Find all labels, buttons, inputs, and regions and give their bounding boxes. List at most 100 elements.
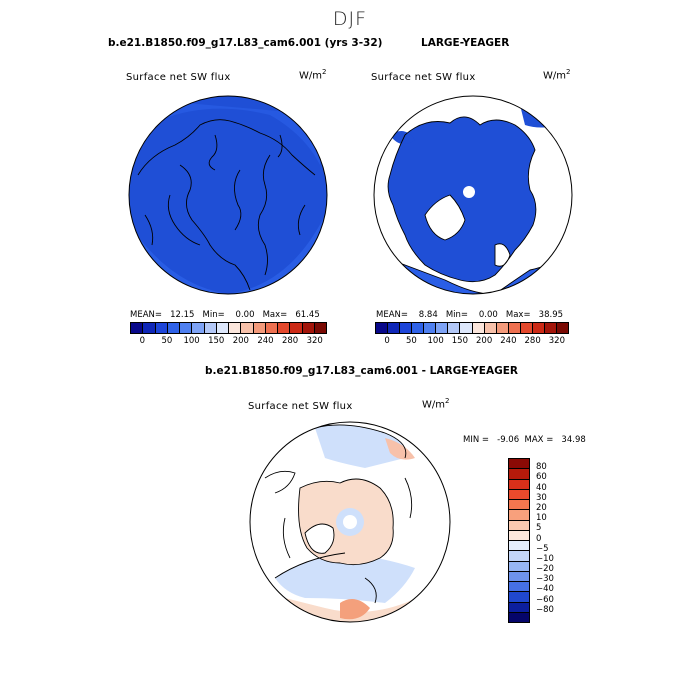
colorbar-tick-label: −20	[536, 564, 554, 575]
colorbar-swatch	[556, 323, 568, 333]
colorbar-swatch	[509, 489, 529, 500]
panel-a-field-label: Surface net SW flux	[126, 72, 231, 83]
panel-diff-pole-hole	[343, 515, 357, 529]
colorbar-swatch	[314, 323, 326, 333]
panel-a-coastlines	[137, 119, 316, 291]
colorbar-tick-label: −80	[536, 604, 554, 615]
panel-diff-title: b.e21.B1850.f09_g17.L83_cam6.001 - LARGE…	[205, 365, 518, 377]
colorbar-swatch	[509, 582, 529, 593]
colorbar-swatch	[509, 510, 529, 521]
colorbar-swatch	[229, 323, 242, 333]
colorbar-swatch	[216, 323, 229, 333]
colorbar-tick-label: 200	[476, 336, 493, 346]
colorbar-swatch	[167, 323, 180, 333]
colorbar-swatch	[509, 561, 529, 572]
colorbar-swatch	[509, 479, 529, 490]
panel-a-colorbar: 0 50 100 150 200 240 280 320	[130, 322, 327, 346]
colorbar-tick-label: 150	[451, 336, 468, 346]
colorbar-tick-label: 80	[536, 462, 547, 473]
panel-a-title: b.e21.B1850.f09_g17.L83_cam6.001 (yrs 3-…	[108, 37, 383, 49]
panel-diff-stats: MIN = -9.06 MAX = 34.98	[463, 435, 586, 445]
colorbar-swatch	[509, 459, 529, 470]
colorbar-swatch	[376, 323, 389, 333]
colorbar-tick-label: 240	[500, 336, 517, 346]
colorbar-swatch	[400, 323, 413, 333]
colorbar-swatch	[388, 323, 401, 333]
colorbar-swatch	[265, 323, 278, 333]
colorbar-swatch	[460, 323, 473, 333]
colorbar-swatch	[508, 323, 521, 333]
panel-b-polar-map	[373, 95, 573, 295]
colorbar-swatch	[241, 323, 254, 333]
panel-b-pole-hole	[463, 186, 475, 198]
colorbar-swatch	[143, 323, 156, 333]
colorbar-swatch	[253, 323, 266, 333]
colorbar-tick-label: 30	[536, 492, 547, 503]
colorbar-swatch	[448, 323, 461, 333]
colorbar-tick-label: 0	[536, 533, 542, 544]
colorbar-swatch	[424, 323, 437, 333]
colorbar-swatch	[302, 323, 315, 333]
colorbar-tick-label: 0	[139, 336, 146, 346]
colorbar-swatch	[520, 323, 533, 333]
panel-b-map-boundary	[373, 95, 573, 295]
panel-a-southern-band	[129, 215, 327, 294]
colorbar-tick-label: 320	[306, 336, 323, 346]
panel-b-stats: MEAN= 8.84 Min= 0.00 Max= 38.95	[376, 310, 564, 320]
colorbar-tick-label: −5	[536, 543, 549, 554]
panel-b-colorbar: 0 50 100 150 200 240 280 320	[375, 322, 569, 346]
colorbar-swatch	[532, 323, 545, 333]
panel-a-stats: MEAN= 12.15 Min= 0.00 Max= 61.45	[130, 310, 320, 320]
colorbar-tick-label: 5	[536, 523, 542, 534]
colorbar-swatch	[544, 323, 557, 333]
colorbar-swatch	[131, 323, 144, 333]
panel-a-map-boundary	[128, 95, 328, 295]
colorbar-swatch	[204, 323, 217, 333]
colorbar-tick-label: −60	[536, 594, 554, 605]
colorbar-tick-label: 100	[427, 336, 444, 346]
panel-b-units: W/m2	[543, 68, 571, 82]
colorbar-tick-label: 0	[384, 336, 390, 346]
colorbar-tick-label: 280	[524, 336, 541, 346]
colorbar-tick-label: −30	[536, 574, 554, 585]
panel-diff-colorbar	[508, 458, 530, 623]
colorbar-swatch	[496, 323, 509, 333]
colorbar-tick-label: 280	[281, 336, 299, 346]
colorbar-swatch	[155, 323, 168, 333]
colorbar-tick-label: 320	[548, 336, 565, 346]
colorbar-swatch	[290, 323, 303, 333]
colorbar-tick-label: 50	[405, 336, 417, 346]
colorbar-swatch	[509, 592, 529, 603]
colorbar-tick-label: −10	[536, 553, 554, 564]
panel-diff-field-label: Surface net SW flux	[248, 401, 353, 412]
panel-b-ocean-fill	[388, 116, 536, 282]
colorbar-swatch	[278, 323, 291, 333]
colorbar-swatch	[412, 323, 425, 333]
colorbar-swatch	[509, 500, 529, 511]
colorbar-tick-label: 60	[536, 472, 547, 483]
season-title: DJF	[332, 8, 368, 30]
colorbar-tick-label: −40	[536, 584, 554, 595]
panel-a-polar-map	[128, 95, 328, 295]
panel-b-title: LARGE-YEAGER	[421, 37, 510, 49]
colorbar-swatch	[509, 602, 529, 613]
colorbar-swatch	[509, 541, 529, 552]
colorbar-swatch	[509, 520, 529, 531]
colorbar-swatch	[509, 571, 529, 582]
panel-diff-polar-map	[249, 421, 451, 623]
colorbar-swatch	[472, 323, 485, 333]
colorbar-swatch	[180, 323, 193, 333]
colorbar-tick-label: 240	[257, 336, 274, 346]
colorbar-swatch	[509, 469, 529, 480]
colorbar-swatch	[509, 530, 529, 541]
colorbar-tick-label: 200	[232, 336, 249, 346]
colorbar-swatch	[509, 551, 529, 562]
panel-b-land-greenland	[425, 195, 465, 240]
panel-a-units: W/m2	[299, 68, 327, 82]
colorbar-tick-label: 20	[536, 502, 547, 513]
colorbar-swatch	[509, 612, 529, 622]
panel-a-fill	[129, 96, 327, 294]
colorbar-tick-label: 10	[536, 513, 547, 524]
colorbar-tick-label: 40	[536, 482, 547, 493]
colorbar-swatch	[436, 323, 449, 333]
